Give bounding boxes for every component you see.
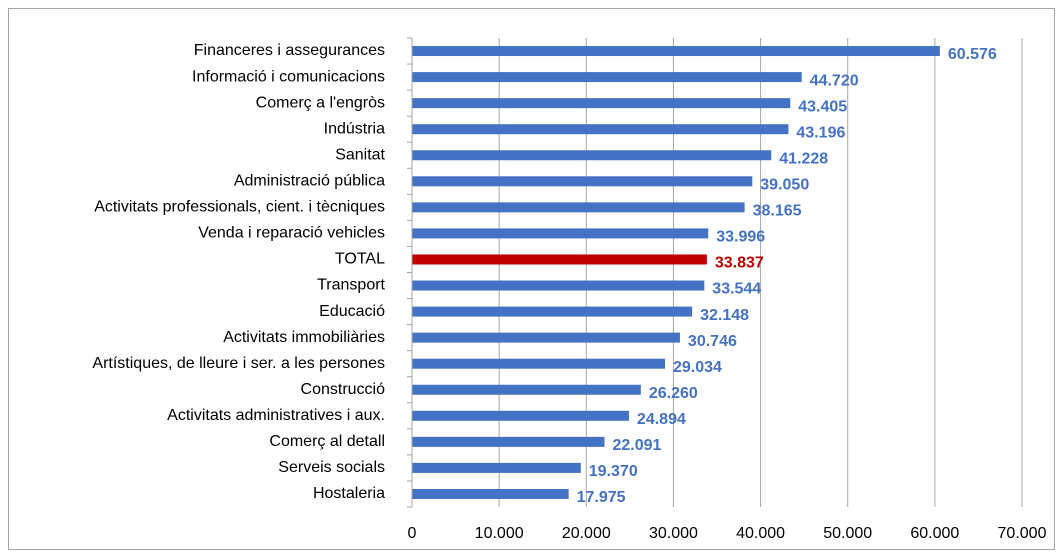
y-tick-label: Administració pública bbox=[234, 173, 385, 190]
x-tick-label: 50.000 bbox=[823, 525, 872, 542]
y-tick-label: Serveis socials bbox=[278, 459, 385, 476]
bar bbox=[412, 488, 569, 499]
y-tick-label: Indústria bbox=[324, 120, 385, 137]
x-tick-label: 30.000 bbox=[649, 525, 698, 542]
value-label: 19.370 bbox=[589, 463, 638, 480]
y-tick-label: Financeres i assegurances bbox=[194, 42, 385, 59]
bar bbox=[412, 358, 666, 369]
value-label: 24.894 bbox=[637, 411, 686, 428]
y-tick-label: Transport bbox=[317, 277, 385, 294]
y-tick-label: Sanitat bbox=[335, 146, 385, 163]
x-tick-label: 20.000 bbox=[562, 525, 611, 542]
y-tick-label: Venda i reparació vehicles bbox=[198, 225, 385, 242]
y-tick-label: Activitats administratives i aux. bbox=[167, 407, 385, 424]
value-label: 22.091 bbox=[613, 437, 662, 454]
bar bbox=[412, 98, 791, 109]
value-label: 32.148 bbox=[700, 307, 749, 324]
x-tick-label: 40.000 bbox=[736, 525, 785, 542]
value-label: 33.996 bbox=[716, 229, 765, 246]
value-label: 60.576 bbox=[948, 46, 997, 63]
bar bbox=[412, 462, 581, 473]
bar bbox=[412, 280, 705, 291]
x-tick-label: 70.000 bbox=[998, 525, 1047, 542]
bar bbox=[412, 150, 772, 161]
bar bbox=[412, 202, 745, 213]
x-tick-label: 0 bbox=[408, 525, 417, 542]
value-label: 30.746 bbox=[688, 333, 737, 350]
value-label: 39.050 bbox=[760, 177, 809, 194]
y-tick-label: Hostaleria bbox=[313, 485, 385, 502]
y-tick-label: Informació i comunicacions bbox=[192, 68, 385, 85]
value-label: 43.196 bbox=[796, 124, 845, 141]
y-tick-label: Artístiques, de lleure i ser. a les pers… bbox=[92, 355, 385, 372]
value-label: 33.837 bbox=[715, 255, 764, 272]
value-label: 33.544 bbox=[712, 281, 761, 298]
value-label: 26.260 bbox=[649, 385, 698, 402]
bar bbox=[412, 46, 940, 57]
value-label: 43.405 bbox=[798, 98, 847, 115]
x-tick-label: 60.000 bbox=[910, 525, 959, 542]
y-tick-label: Comerç a l'engròs bbox=[256, 94, 385, 111]
bar bbox=[412, 228, 709, 239]
y-tick-label: Comerç al detall bbox=[269, 433, 385, 450]
bar bbox=[412, 124, 789, 135]
value-label: 29.034 bbox=[673, 359, 722, 376]
y-tick-label: Educació bbox=[319, 303, 385, 320]
bar bbox=[412, 410, 629, 421]
bar bbox=[412, 436, 605, 447]
y-tick-label: Construcció bbox=[301, 381, 386, 398]
bar bbox=[412, 72, 802, 83]
y-tick-label: TOTAL bbox=[335, 251, 385, 268]
y-tick-label: Activitats immobiliàries bbox=[223, 329, 385, 346]
bar bbox=[412, 384, 641, 395]
bar bbox=[412, 332, 680, 343]
y-tick-label: Activitats professionals, cient. i tècni… bbox=[94, 199, 385, 216]
bar bbox=[412, 306, 693, 317]
x-tick-label: 10.000 bbox=[475, 525, 524, 542]
value-label: 17.975 bbox=[577, 489, 626, 506]
value-label: 38.165 bbox=[753, 203, 802, 220]
bar bbox=[412, 176, 753, 187]
bar bbox=[412, 254, 707, 265]
value-label: 44.720 bbox=[810, 72, 859, 89]
value-label: 41.228 bbox=[779, 150, 828, 167]
